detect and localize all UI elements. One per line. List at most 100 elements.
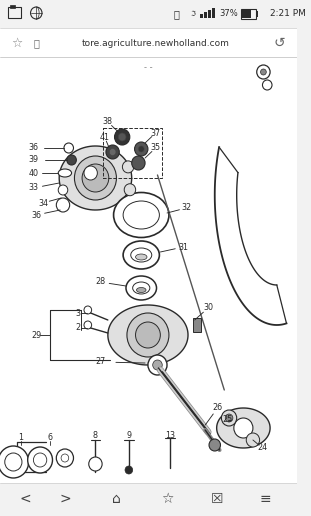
Text: 31: 31 <box>178 243 188 251</box>
Ellipse shape <box>136 254 147 260</box>
Ellipse shape <box>126 276 156 300</box>
Ellipse shape <box>58 169 72 177</box>
Text: 24: 24 <box>258 443 267 453</box>
Circle shape <box>261 69 266 75</box>
Circle shape <box>127 313 169 357</box>
Ellipse shape <box>123 201 160 229</box>
Text: ☆: ☆ <box>161 492 173 506</box>
Circle shape <box>84 166 97 180</box>
Text: ⌂: ⌂ <box>112 492 121 506</box>
Ellipse shape <box>131 248 152 262</box>
Circle shape <box>124 184 136 196</box>
Bar <box>240 9 256 19</box>
Circle shape <box>28 447 53 473</box>
Bar <box>0 28 297 58</box>
Text: 36: 36 <box>31 211 41 219</box>
Bar <box>204 12 207 18</box>
Bar <box>256 11 258 17</box>
Circle shape <box>132 156 145 170</box>
Circle shape <box>58 185 68 195</box>
Circle shape <box>118 133 126 141</box>
Circle shape <box>136 322 160 348</box>
Bar <box>0 0 297 28</box>
Circle shape <box>61 454 69 462</box>
Text: ℑ: ℑ <box>190 11 195 17</box>
Bar <box>212 8 215 18</box>
Bar <box>0 57 297 483</box>
Text: 37%: 37% <box>220 9 238 19</box>
Text: 39: 39 <box>28 155 39 165</box>
Circle shape <box>125 466 133 474</box>
Circle shape <box>106 145 119 159</box>
Circle shape <box>64 143 73 153</box>
Ellipse shape <box>114 192 169 237</box>
Circle shape <box>67 155 77 165</box>
Text: 37: 37 <box>151 128 161 137</box>
Text: 32: 32 <box>181 203 191 213</box>
Circle shape <box>89 457 102 471</box>
Text: 29: 29 <box>31 331 41 340</box>
Polygon shape <box>217 408 270 448</box>
Text: 🔒: 🔒 <box>33 38 39 48</box>
Text: 3: 3 <box>76 309 81 317</box>
Ellipse shape <box>133 282 150 294</box>
Text: 27: 27 <box>95 358 105 366</box>
Circle shape <box>221 410 237 426</box>
Bar <box>200 14 203 18</box>
Text: 8: 8 <box>93 431 98 441</box>
Text: 33: 33 <box>28 184 38 192</box>
Polygon shape <box>108 305 188 365</box>
Polygon shape <box>59 146 132 210</box>
Text: 36: 36 <box>28 143 38 153</box>
Text: 38: 38 <box>103 118 113 126</box>
Text: ≡: ≡ <box>259 492 271 506</box>
Bar <box>8 7 21 18</box>
Circle shape <box>148 355 167 375</box>
Circle shape <box>234 418 253 438</box>
Circle shape <box>82 164 109 192</box>
Circle shape <box>262 80 272 90</box>
Text: ☆: ☆ <box>12 37 23 50</box>
Circle shape <box>84 306 92 314</box>
Circle shape <box>74 156 116 200</box>
Circle shape <box>225 414 233 422</box>
Text: 34: 34 <box>38 199 48 207</box>
Text: <: < <box>19 492 30 506</box>
Ellipse shape <box>137 287 146 293</box>
Circle shape <box>109 149 116 155</box>
Text: ↺: ↺ <box>274 36 285 50</box>
Circle shape <box>257 65 270 79</box>
Text: 40: 40 <box>28 169 38 178</box>
Bar <box>0 483 297 516</box>
Text: - -: - - <box>144 62 152 72</box>
Circle shape <box>135 142 148 156</box>
Circle shape <box>0 446 29 478</box>
Text: 26: 26 <box>212 404 223 412</box>
Text: 25: 25 <box>222 415 232 425</box>
Circle shape <box>84 321 92 329</box>
Bar <box>193 318 202 332</box>
Circle shape <box>123 161 134 173</box>
Text: 2:21 PM: 2:21 PM <box>270 9 306 19</box>
Circle shape <box>153 360 162 370</box>
Text: >: > <box>59 492 71 506</box>
Text: 2: 2 <box>76 324 81 332</box>
Text: 1: 1 <box>18 432 24 442</box>
Circle shape <box>138 146 144 152</box>
Ellipse shape <box>123 241 160 269</box>
Circle shape <box>33 453 47 467</box>
Bar <box>208 10 211 18</box>
Circle shape <box>56 198 70 212</box>
Text: 30: 30 <box>203 303 213 313</box>
Text: tore.agriculture.newholland.com: tore.agriculture.newholland.com <box>81 39 230 47</box>
Text: ☒: ☒ <box>211 492 223 506</box>
Text: 9: 9 <box>126 431 132 441</box>
Circle shape <box>246 433 260 447</box>
Text: 13: 13 <box>165 431 175 441</box>
Circle shape <box>209 439 220 451</box>
Bar <box>241 10 251 18</box>
Circle shape <box>5 453 22 471</box>
Text: 41: 41 <box>100 134 110 142</box>
Text: 35: 35 <box>151 143 161 153</box>
Circle shape <box>56 449 73 467</box>
